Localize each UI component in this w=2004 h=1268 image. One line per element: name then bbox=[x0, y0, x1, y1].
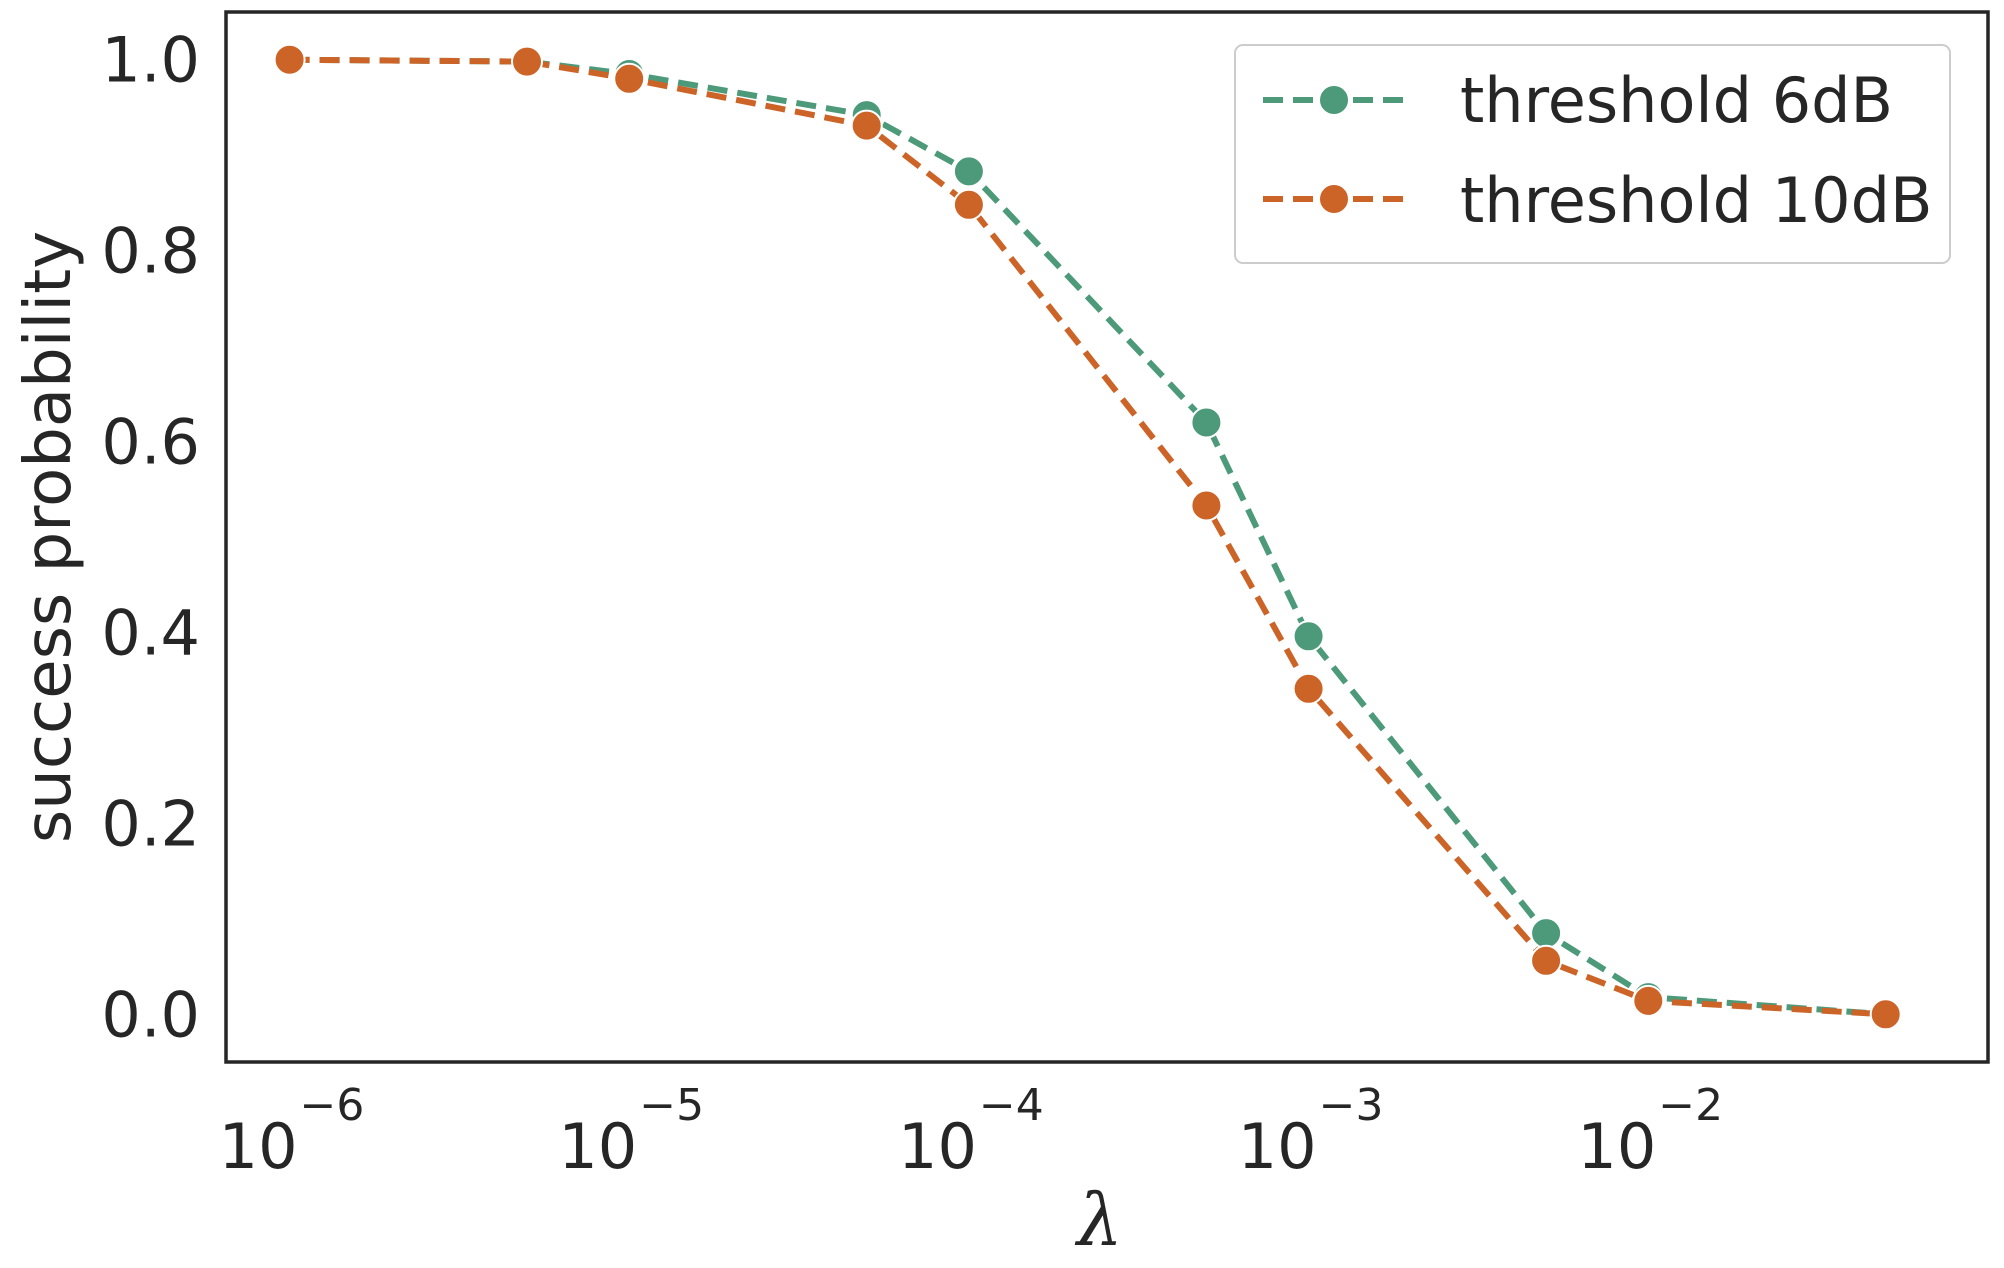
x-tick-base: 10 bbox=[898, 1110, 977, 1183]
legend-label-6db: threshold 6dB bbox=[1460, 64, 1893, 137]
series-1 bbox=[273, 43, 1902, 1031]
x-tick-base: 10 bbox=[1577, 1110, 1656, 1183]
y-tick-label: 0.8 bbox=[101, 215, 200, 288]
data-point bbox=[952, 155, 985, 188]
y-axis-label: success probability bbox=[12, 231, 86, 843]
x-tick-base: 10 bbox=[219, 1110, 298, 1183]
legend-marker-6db bbox=[1318, 84, 1350, 116]
x-tick-label: 10−5 bbox=[558, 1080, 704, 1183]
x-tick-label: 10−4 bbox=[898, 1080, 1044, 1183]
y-tick-label: 0.4 bbox=[101, 596, 200, 669]
data-point bbox=[613, 62, 646, 95]
y-tick-label: 0.2 bbox=[101, 787, 200, 860]
y-tick-label: 0.6 bbox=[101, 406, 200, 479]
legend-marker-10db bbox=[1318, 183, 1350, 215]
x-tick-exponent: −3 bbox=[1319, 1080, 1384, 1131]
x-tick-label: 10−3 bbox=[1238, 1080, 1384, 1183]
legend-label-10db: threshold 10dB bbox=[1460, 164, 1932, 237]
x-axis-ticks: 10−610−510−410−310−2 bbox=[219, 1080, 1724, 1183]
x-axis-label: λ bbox=[1074, 1178, 1123, 1262]
plot-frame bbox=[224, 10, 1990, 1064]
y-tick-label: 0.0 bbox=[101, 978, 200, 1051]
legend-entry-10db: threshold 10dB bbox=[1263, 164, 1932, 237]
data-point bbox=[1530, 917, 1563, 950]
legend: threshold 6dB threshold 10dB bbox=[1234, 44, 1951, 264]
x-tick-base: 10 bbox=[558, 1110, 637, 1183]
data-point bbox=[1530, 944, 1563, 977]
data-point bbox=[1190, 489, 1223, 522]
data-point bbox=[511, 45, 543, 78]
x-tick-exponent: −5 bbox=[639, 1080, 704, 1131]
data-point bbox=[1190, 406, 1223, 439]
x-tick-base: 10 bbox=[1238, 1110, 1317, 1183]
data-point bbox=[273, 43, 306, 76]
x-tick-exponent: −2 bbox=[1658, 1080, 1723, 1131]
data-point bbox=[1292, 672, 1325, 705]
x-tick-exponent: −4 bbox=[979, 1080, 1044, 1131]
data-point bbox=[952, 188, 985, 221]
data-point bbox=[1292, 620, 1325, 653]
series-line bbox=[289, 56, 1886, 1018]
legend-entry-6db: threshold 6dB bbox=[1263, 64, 1893, 137]
data-point bbox=[1632, 984, 1665, 1017]
y-tick-label: 1.0 bbox=[101, 24, 200, 97]
series-layer bbox=[273, 43, 1902, 1031]
data-point bbox=[850, 109, 883, 142]
legend-box bbox=[1234, 44, 1951, 264]
data-point bbox=[1869, 998, 1902, 1031]
x-tick-label: 10−2 bbox=[1577, 1080, 1723, 1183]
x-tick-exponent: −6 bbox=[300, 1080, 365, 1131]
y-axis-ticks: 0.0 0.2 0.4 0.6 0.8 1.0 bbox=[101, 24, 200, 1052]
x-tick-label: 10−6 bbox=[219, 1080, 365, 1183]
